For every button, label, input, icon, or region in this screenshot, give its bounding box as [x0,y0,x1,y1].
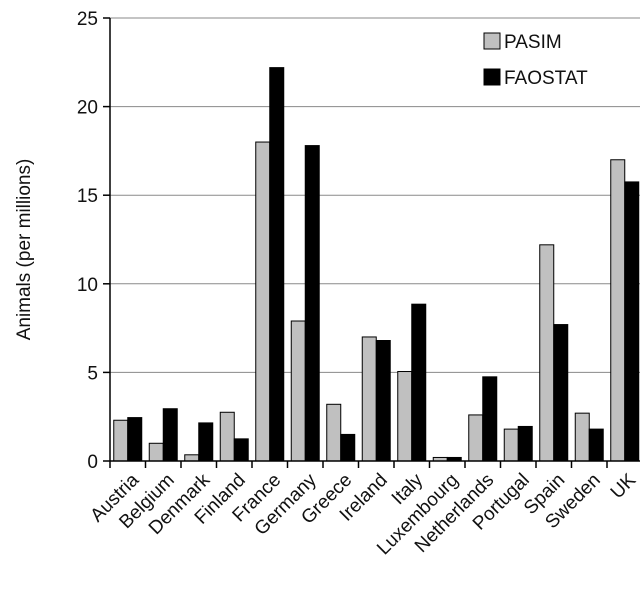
bar-pasim-greece [326,403,342,462]
legend-label-faostat: FAOSTAT [504,68,588,89]
axes [109,18,640,468]
bar-faostat-denmark [198,422,214,462]
bar-faostat-france [269,67,285,462]
legend-swatch-faostat [483,68,501,86]
bar-faostat-portugal [517,425,533,462]
bar-pasim-france [255,141,271,462]
y-tick-label: 15 [77,186,98,207]
bar-pasim-belgium [148,442,164,462]
bar-pasim-spain [539,244,555,462]
bar-faostat-greece [340,433,356,462]
legend-swatch-pasim [483,32,501,50]
bar-pasim-italy [397,371,413,462]
bar-pasim-austria [113,419,129,462]
bar-faostat-uk [624,181,640,462]
bar-pasim-sweden [574,412,590,462]
bar-faostat-austria [127,417,143,462]
bar-faostat-germany [304,145,320,462]
bar-faostat-spain [553,324,569,462]
x-tick-label: UK [607,469,640,503]
bar-faostat-belgium [162,408,178,462]
x-tick-labels: AustriaBelgiumDenmarkFinlandFranceGerman… [87,469,640,559]
y-axis-label: Animals (per millions) [14,159,35,341]
y-tick-label: 20 [77,98,98,119]
y-tick-label: 5 [87,363,98,384]
legend-label-pasim: PASIM [504,32,562,53]
legend: PASIM FAOSTAT [483,32,588,89]
bar-pasim-germany [290,320,306,462]
y-tick-label: 25 [77,9,98,30]
bars [113,67,640,462]
bar-faostat-italy [411,303,427,462]
bar-pasim-finland [219,411,235,462]
y-tick-labels: 0 5 10 15 20 25 [77,9,110,473]
bar-pasim-denmark [184,454,200,462]
bar-pasim-portugal [503,428,519,462]
bar-pasim-ireland [361,336,377,462]
y-tick-label: 0 [87,452,98,473]
y-tick-label: 10 [77,275,98,296]
bar-faostat-ireland [375,340,391,462]
bar-faostat-netherlands [482,376,498,462]
bar-pasim-uk [610,159,626,462]
bar-faostat-sweden [588,428,604,462]
bar-pasim-netherlands [468,414,484,462]
bar-faostat-finland [233,438,249,462]
